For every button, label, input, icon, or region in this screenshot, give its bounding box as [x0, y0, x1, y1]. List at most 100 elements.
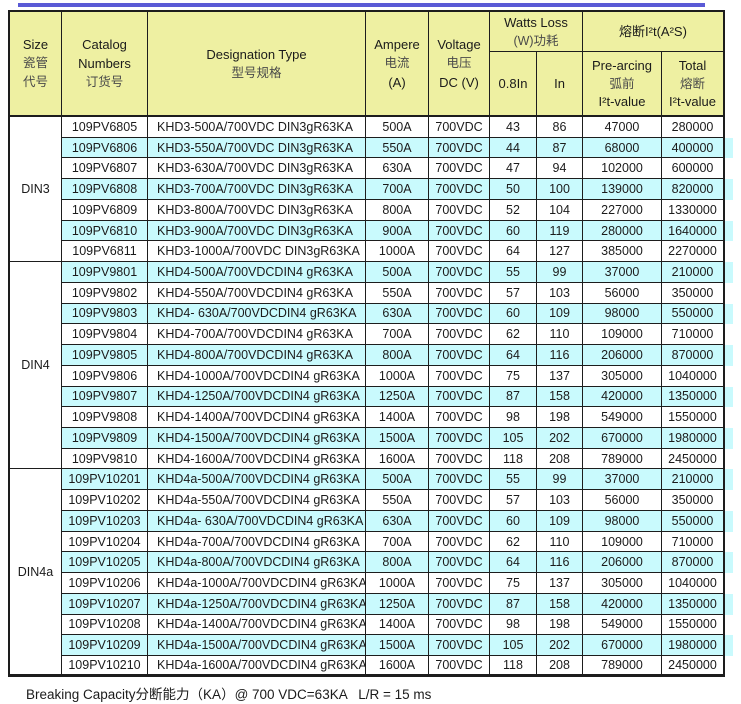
- designation-cell: KHD3-630A/700VDC DIN3gR63KA: [148, 158, 366, 180]
- catalog-cell: 109PV10210: [62, 656, 148, 677]
- watts-in-cell: 119: [537, 220, 583, 242]
- voltage-cell: 700VDC: [429, 490, 490, 511]
- header-watts-in: In: [537, 52, 583, 117]
- header-voltage: Voltage 电压 DC (V): [429, 10, 490, 117]
- catalog-cell: 109PV9801: [62, 262, 148, 283]
- ampere-cell: 1000A: [366, 241, 429, 263]
- watts-in-cell: 202: [537, 428, 583, 449]
- catalog-cell: 109PV9809: [62, 428, 148, 449]
- designation-cell: KHD4a- 630A/700VDCDIN4 gR63KA: [148, 510, 366, 532]
- voltage-cell: 700VDC: [429, 573, 490, 594]
- table-row: 109PV6808 KHD3-700A/700VDC DIN3gR63KA 700A…: [62, 179, 733, 200]
- total-i2t-cell: 210000: [662, 469, 725, 491]
- watts-08in-cell: 87: [490, 593, 537, 615]
- prearcing-i2t-cell: 206000: [583, 552, 662, 574]
- ampere-cell: 1000A: [366, 573, 429, 594]
- watts-in-cell: 109: [537, 303, 583, 325]
- ampere-cell: 800A: [366, 199, 429, 221]
- header-watts-loss: Watts Loss (W)功耗: [490, 12, 583, 52]
- catalog-cell: 109PV6806: [62, 137, 148, 159]
- header-i2t-title: 熔断I²t(A²S): [583, 12, 723, 52]
- catalog-cell: 109PV10204: [62, 531, 148, 553]
- catalog-cell: 109PV9810: [62, 448, 148, 470]
- total-i2t-cell: 1040000: [662, 365, 725, 387]
- catalog-cell: 109PV10202: [62, 490, 148, 511]
- total-i2t-cell: 1550000: [662, 614, 725, 636]
- ampere-cell: 500A: [366, 469, 429, 491]
- row-stripe-bleed: [725, 303, 733, 325]
- watts-in-cell: 116: [537, 345, 583, 366]
- row-stripe-bleed: [725, 510, 733, 532]
- header-watts-loss-en: Watts Loss: [504, 14, 568, 30]
- total-i2t-cell: 350000: [662, 282, 725, 304]
- header-ampere-cn: 电流: [384, 56, 410, 70]
- watts-08in-cell: 47: [490, 158, 537, 180]
- watts-08in-cell: 52: [490, 199, 537, 221]
- catalog-cell: 109PV6810: [62, 220, 148, 242]
- voltage-cell: 700VDC: [429, 614, 490, 636]
- watts-in-cell: 110: [537, 531, 583, 553]
- total-i2t-cell: 1980000: [662, 635, 725, 657]
- row-stripe-bleed: [725, 262, 733, 283]
- designation-cell: KHD4a-1000A/700VDCDIN4 gR63KA: [148, 573, 366, 594]
- table-row: 109PV10204 KHD4a-700A/700VDCDIN4 gR63KA 70…: [62, 531, 733, 553]
- total-i2t-cell: 1980000: [662, 428, 725, 449]
- watts-08in-cell: 44: [490, 137, 537, 159]
- table-row: 109PV9809 KHD4-1500A/700VDCDIN4 gR63KA 150…: [62, 428, 733, 449]
- catalog-cell: 109PV10205: [62, 552, 148, 574]
- ampere-cell: 500A: [366, 262, 429, 283]
- designation-cell: KHD4-1500A/700VDCDIN4 gR63KA: [148, 428, 366, 449]
- row-stripe-bleed: [725, 407, 733, 428]
- ampere-cell: 1400A: [366, 407, 429, 429]
- row-stripe-bleed: [725, 573, 733, 594]
- total-i2t-cell: 1330000: [662, 199, 725, 221]
- prearcing-i2t-cell: 789000: [583, 448, 662, 470]
- total-i2t-cell: 710000: [662, 324, 725, 346]
- voltage-cell: 700VDC: [429, 262, 490, 283]
- watts-in-cell: 116: [537, 552, 583, 574]
- total-i2t-cell: 210000: [662, 262, 725, 283]
- watts-in-cell: 208: [537, 656, 583, 677]
- watts-in-cell: 99: [537, 469, 583, 491]
- row-stripe-bleed: [725, 117, 733, 138]
- total-i2t-cell: 1550000: [662, 407, 725, 429]
- row-stripe-bleed: [725, 366, 733, 387]
- prearcing-i2t-cell: 56000: [583, 490, 662, 511]
- prearcing-i2t-cell: 549000: [583, 407, 662, 429]
- watts-08in-cell: 60: [490, 303, 537, 325]
- header-total-val: I²t-value: [669, 93, 716, 109]
- prearcing-i2t-cell: 206000: [583, 345, 662, 366]
- ampere-cell: 800A: [366, 552, 429, 574]
- ampere-cell: 1000A: [366, 365, 429, 387]
- ampere-cell: 1500A: [366, 428, 429, 449]
- voltage-cell: 700VDC: [429, 510, 490, 532]
- ampere-cell: 630A: [366, 303, 429, 325]
- header-prearcing-cn: 弧前: [609, 76, 635, 91]
- table-row: 109PV10207 KHD4a-1250A/700VDCDIN4 gR63KA 1…: [62, 593, 733, 615]
- catalog-cell: 109PV9805: [62, 345, 148, 366]
- header-designation: Designation Type 型号规格: [148, 10, 366, 117]
- header-watts-loss-cn: (W)功耗: [513, 33, 559, 48]
- voltage-cell: 700VDC: [429, 407, 490, 429]
- watts-in-cell: 202: [537, 635, 583, 657]
- catalog-cell: 109PV6809: [62, 199, 148, 221]
- header-watts-in-label: In: [554, 75, 565, 91]
- table-row: 109PV9802 KHD4-550A/700VDCDIN4 gR63KA 550A…: [62, 282, 733, 304]
- prearcing-i2t-cell: 68000: [583, 137, 662, 159]
- header-designation-en: Designation Type: [206, 46, 307, 62]
- table-row: 109PV9808 KHD4-1400A/700VDCDIN4 gR63KA 140…: [62, 407, 733, 429]
- voltage-cell: 700VDC: [429, 282, 490, 304]
- breaking-capacity-note: Breaking Capacity分断能力（KA）@ 700 VDC=63KA …: [26, 687, 432, 702]
- row-stripe-bleed: [725, 220, 733, 242]
- row-stripe-bleed: [725, 532, 733, 553]
- designation-cell: KHD4-1250A/700VDCDIN4 gR63KA: [148, 386, 366, 408]
- watts-08in-cell: 64: [490, 345, 537, 366]
- watts-in-cell: 103: [537, 282, 583, 304]
- row-stripe-bleed: [725, 200, 733, 221]
- header-catalog-cn: 订货号: [85, 75, 124, 89]
- catalog-cell: 109PV10207: [62, 593, 148, 615]
- row-stripe-bleed: [725, 386, 733, 408]
- designation-cell: KHD4a-700A/700VDCDIN4 gR63KA: [148, 531, 366, 553]
- designation-cell: KHD4a-550A/700VDCDIN4 gR63KA: [148, 490, 366, 511]
- header-prearcing-en: Pre-arcing: [592, 57, 652, 73]
